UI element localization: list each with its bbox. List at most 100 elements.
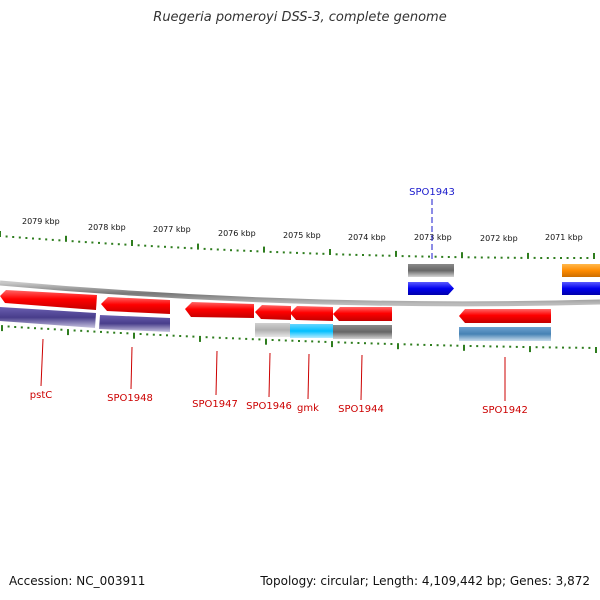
- feature-spo1948-domain[interactable]: [99, 315, 170, 332]
- feature-spo1943-gray[interactable]: [408, 264, 454, 277]
- feature-spo1948-cds[interactable]: [101, 297, 170, 314]
- minor-tick: [245, 337, 248, 340]
- feature-spo1947-cds[interactable]: [185, 302, 254, 318]
- minor-tick: [243, 249, 246, 252]
- minor-tick: [324, 340, 327, 343]
- minor-tick: [542, 346, 545, 349]
- minor-tick: [562, 346, 564, 349]
- minor-tick: [302, 252, 305, 255]
- label-spo1947[interactable]: SPO1947: [192, 399, 238, 410]
- minor-tick: [170, 246, 173, 249]
- feature-spo1944-cds[interactable]: [333, 307, 392, 321]
- forward-features: [408, 264, 600, 295]
- minor-tick: [355, 253, 358, 256]
- minor-tick: [185, 335, 188, 338]
- minor-tick: [124, 243, 127, 246]
- major-tick: [329, 249, 331, 255]
- feature-spo1946-domain[interactable]: [255, 323, 290, 337]
- minor-tick: [388, 254, 391, 257]
- minor-tick: [579, 257, 582, 259]
- minor-tick: [40, 327, 43, 330]
- label-spo1948[interactable]: SPO1948: [107, 393, 153, 404]
- minor-tick: [309, 252, 312, 255]
- minor-tick: [251, 338, 254, 341]
- minor-tick: [203, 247, 206, 250]
- minor-tick: [381, 254, 384, 257]
- minor-tick: [469, 345, 472, 347]
- minor-tick: [106, 331, 109, 334]
- minor-tick: [496, 345, 498, 348]
- minor-tick: [271, 339, 274, 341]
- minor-tick: [535, 346, 538, 349]
- label-spo1944[interactable]: SPO1944: [338, 404, 384, 415]
- feature-right-blue[interactable]: [562, 282, 600, 295]
- feature-pstc-cds[interactable]: [0, 290, 97, 310]
- label-spo1942[interactable]: SPO1942: [482, 405, 528, 416]
- minor-tick: [51, 238, 54, 241]
- gene-labels: SPO1943 pstC SPO1948 SPO1947 SPO1946 gmk…: [30, 187, 528, 416]
- label-gmk[interactable]: gmk: [297, 403, 319, 414]
- feature-gmk-domain[interactable]: [290, 324, 333, 338]
- minor-tick: [368, 254, 371, 257]
- minor-tick: [311, 340, 314, 343]
- scale-labels: 2079 kbp 2078 kbp 2077 kbp 2076 kbp 2075…: [22, 217, 583, 243]
- scale-label-2074: 2074 kbp: [348, 233, 386, 242]
- minor-tick: [291, 339, 294, 342]
- feature-spo1943-cds[interactable]: [408, 282, 454, 295]
- major-tick: [265, 338, 267, 345]
- minor-tick: [111, 242, 114, 245]
- minor-tick: [434, 255, 437, 258]
- minor-tick: [205, 336, 208, 339]
- minor-tick: [232, 337, 234, 340]
- minor-tick: [377, 342, 380, 345]
- feature-spo1944-domain[interactable]: [333, 325, 392, 339]
- minor-tick: [344, 341, 347, 344]
- minor-tick: [430, 344, 432, 346]
- minor-tick: [119, 332, 122, 334]
- label-pstc[interactable]: pstC: [30, 390, 52, 401]
- minor-tick: [47, 327, 50, 330]
- minor-tick: [401, 255, 404, 258]
- minor-tick: [322, 252, 325, 255]
- minor-tick: [476, 345, 479, 348]
- leader-spo1947: [215, 350, 218, 396]
- minor-tick: [150, 245, 153, 248]
- feature-spo1946-cds[interactable]: [255, 305, 291, 320]
- minor-tick: [566, 257, 569, 259]
- minor-tick: [555, 346, 558, 349]
- minor-tick: [230, 249, 232, 252]
- minor-tick: [408, 255, 411, 258]
- minor-tick: [14, 326, 17, 328]
- feature-spo1942-cds[interactable]: [459, 309, 551, 323]
- minor-tick: [588, 346, 591, 349]
- minor-tick: [480, 256, 483, 259]
- minor-tick: [45, 238, 48, 241]
- minor-tick: [58, 239, 61, 242]
- minor-tick: [5, 235, 8, 238]
- feature-spo1942-domain[interactable]: [459, 327, 551, 341]
- major-tick: [67, 329, 69, 336]
- label-spo1946[interactable]: SPO1946: [246, 401, 292, 412]
- scale-label-2077: 2077 kbp: [153, 225, 191, 234]
- minor-tick: [216, 248, 219, 251]
- minor-tick: [166, 334, 168, 337]
- feature-pstc-domain[interactable]: [0, 307, 96, 328]
- leader-pstc: [40, 338, 44, 387]
- minor-tick: [60, 328, 63, 331]
- upper-scale-ticks: [0, 231, 595, 259]
- major-tick: [65, 235, 67, 242]
- minor-tick: [414, 255, 417, 258]
- minor-tick: [210, 248, 213, 251]
- minor-tick: [78, 240, 81, 243]
- minor-tick: [53, 328, 56, 331]
- minor-tick: [441, 255, 444, 258]
- minor-tick: [520, 256, 523, 259]
- label-spo1943[interactable]: SPO1943: [409, 187, 455, 198]
- minor-tick: [568, 346, 571, 349]
- feature-right-orange[interactable]: [562, 264, 600, 277]
- minor-tick: [113, 331, 116, 334]
- minor-tick: [38, 237, 41, 240]
- feature-gmk-cds[interactable]: [290, 306, 333, 321]
- minor-tick: [390, 343, 393, 345]
